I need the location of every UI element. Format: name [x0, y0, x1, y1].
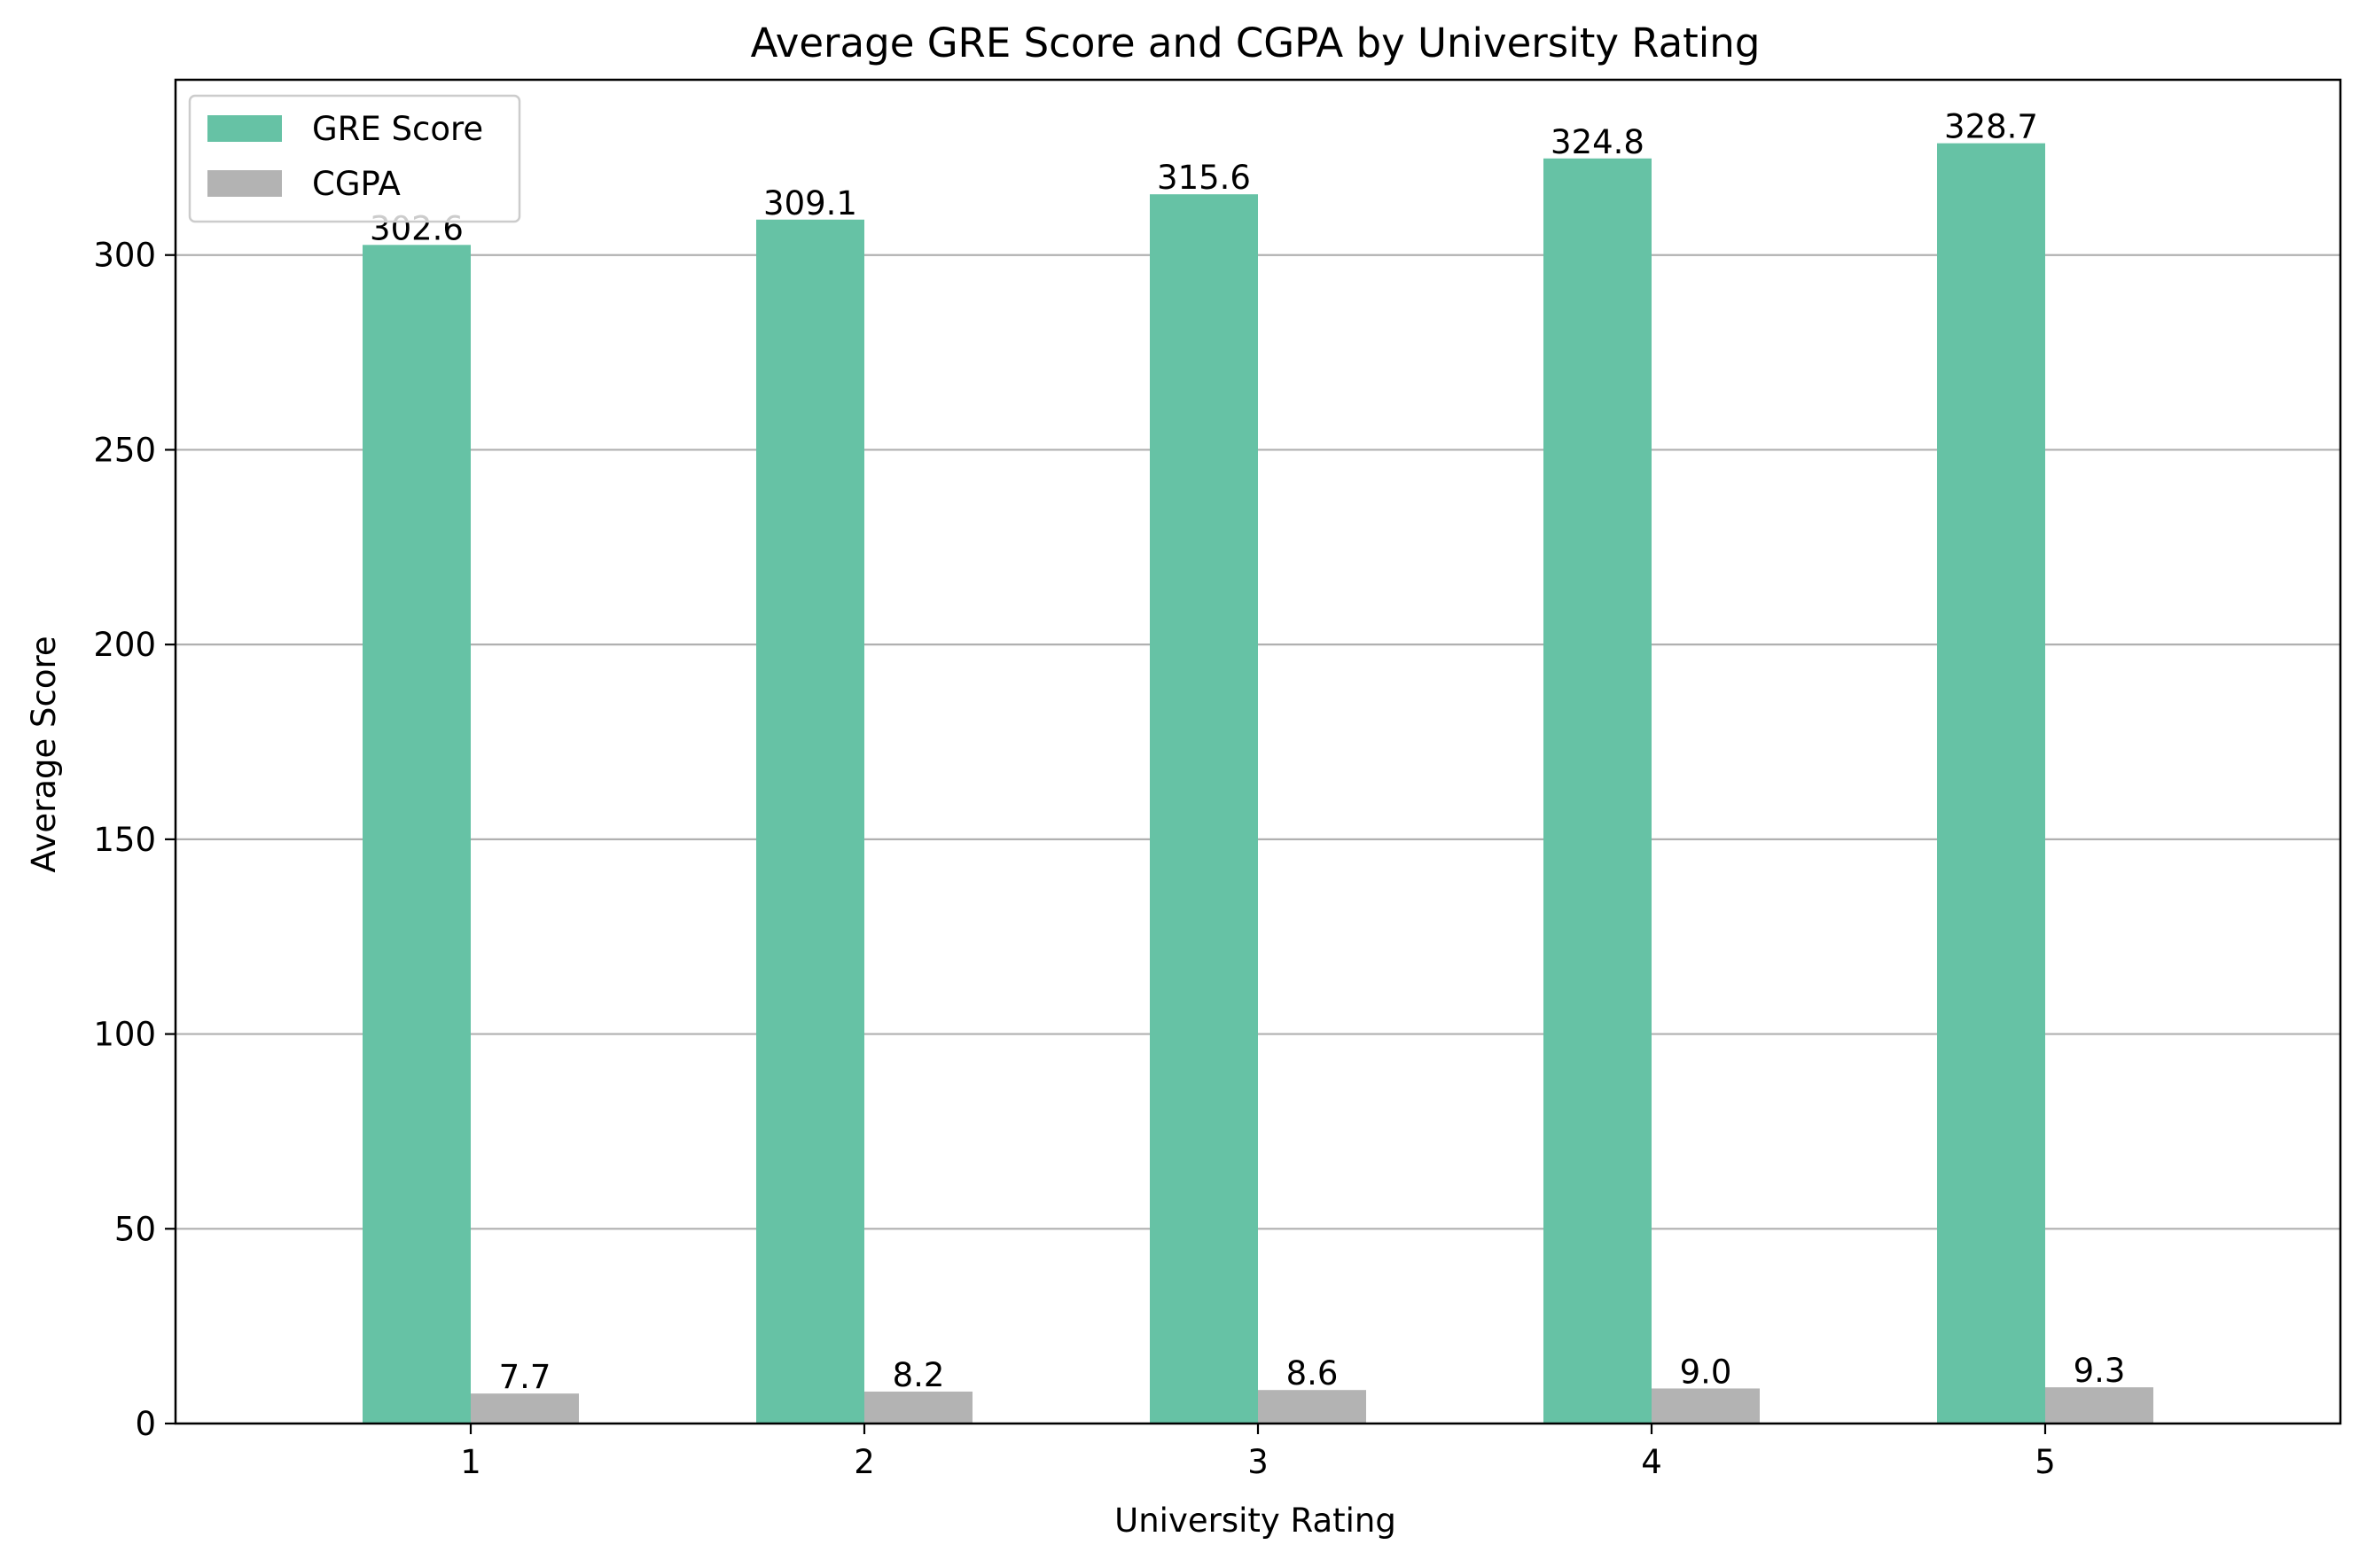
legend-swatch	[207, 170, 282, 197]
x-tick-label: 4	[1641, 1443, 1662, 1481]
bar-gre-score-3	[1150, 194, 1258, 1424]
y-tick-label: 100	[93, 1016, 156, 1054]
x-tick-label: 1	[460, 1443, 481, 1481]
data-label: 8.2	[893, 1356, 945, 1394]
x-axis-label: University Rating	[1114, 1502, 1396, 1540]
y-axis-ticks: 0 50 100 150 200 250 300	[93, 237, 176, 1443]
data-label: 9.3	[2074, 1352, 2126, 1390]
y-tick-label: 300	[93, 237, 156, 275]
bar-cgpa-3	[1258, 1390, 1366, 1424]
legend-label: GRE Score	[312, 110, 483, 148]
bar-gre-score-5	[1937, 143, 2045, 1424]
data-label: 324.8	[1551, 123, 1644, 161]
data-label: 7.7	[499, 1358, 551, 1396]
bar-gre-score-4	[1543, 158, 1652, 1424]
bar-cgpa-2	[864, 1391, 973, 1424]
legend: GRE Score CGPA	[188, 94, 521, 223]
legend-label: CGPA	[312, 165, 401, 203]
x-tick-label: 2	[854, 1443, 875, 1481]
legend-swatch	[207, 115, 282, 142]
data-label: 315.6	[1157, 159, 1251, 197]
bars	[363, 143, 2153, 1424]
bar-cgpa-1	[471, 1393, 579, 1424]
x-axis-ticks: 1 2 3 4 5	[460, 1424, 2056, 1481]
x-tick-label: 3	[1247, 1443, 1269, 1481]
y-tick-label: 150	[93, 821, 156, 859]
chart-title: Average GRE Score and CGPA by University…	[751, 20, 1761, 66]
y-tick-label: 250	[93, 431, 156, 469]
data-label: 9.0	[1680, 1353, 1732, 1391]
bar-cgpa-5	[2045, 1387, 2153, 1424]
y-tick-label: 0	[135, 1405, 156, 1443]
data-label: 8.6	[1286, 1354, 1339, 1392]
bar-cgpa-4	[1652, 1388, 1760, 1424]
bar-gre-score-2	[756, 219, 864, 1424]
data-label: 309.1	[763, 184, 857, 222]
y-tick-label: 200	[93, 626, 156, 664]
x-tick-label: 5	[2035, 1443, 2056, 1481]
y-axis-label: Average Score	[25, 636, 63, 872]
data-label: 328.7	[1944, 108, 2038, 146]
bar-gre-score-1	[363, 245, 471, 1424]
y-tick-label: 50	[114, 1210, 156, 1248]
